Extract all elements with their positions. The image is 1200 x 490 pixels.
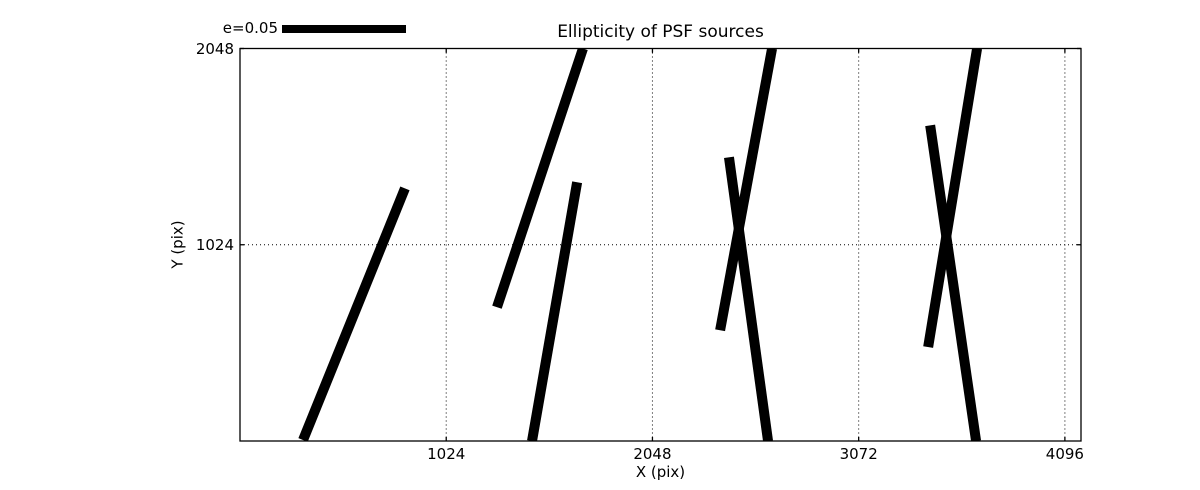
y-tick-label: 1024 [195,235,234,254]
y-tick-label: 2048 [195,39,234,58]
legend-label: e=0.05 [222,19,278,37]
x-tick-label: 1024 [427,445,466,463]
psf-ellipticity-whisker [715,48,777,332]
psf-ellipticity-whisker [298,186,410,441]
x-tick-label: 4096 [1045,445,1084,463]
psf-ellipticity-whisker [527,181,583,441]
whisker-layer [298,48,983,441]
legend-scale-bar [282,25,406,33]
psf-ellipticity-whisker [492,48,588,309]
psf-ellipticity-whisker [923,48,983,348]
psf-ellipticity-whisker [724,156,773,441]
x-tick-label: 2048 [633,445,672,463]
x-tick-label: 3072 [839,445,878,463]
psf-ellipticity-whisker [925,124,982,441]
x-axis-label: X (pix) [635,463,686,481]
chart-title: Ellipticity of PSF sources [557,22,764,42]
